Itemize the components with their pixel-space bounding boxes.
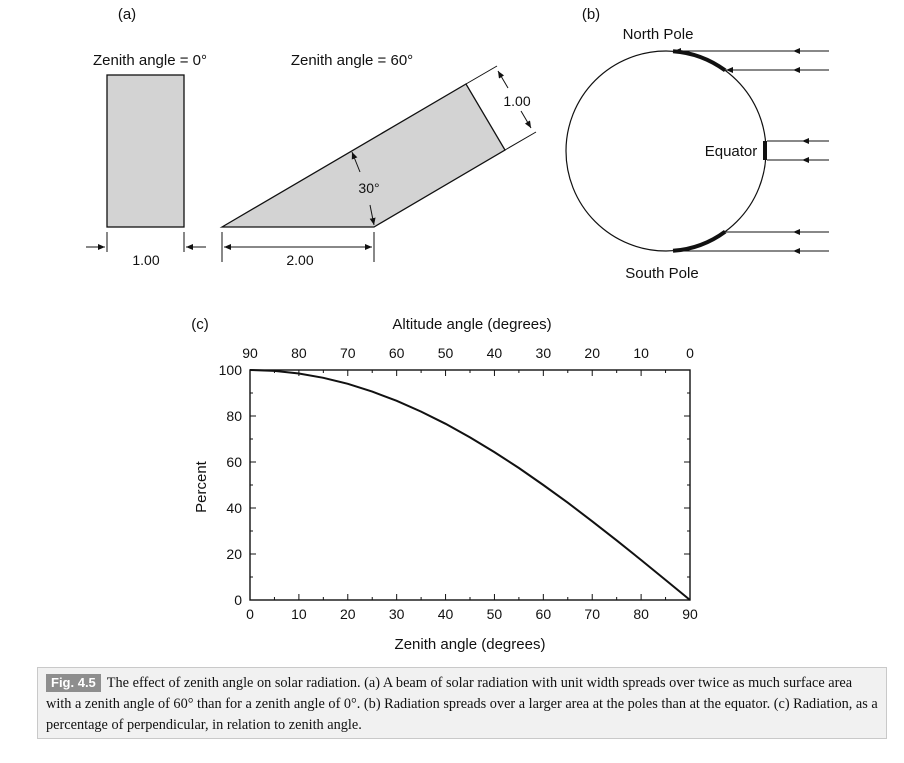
x-tick-label: 20: [340, 606, 356, 622]
panel-c-label: (c): [191, 316, 209, 333]
y-tick-label: 100: [219, 362, 243, 378]
equator-rays: [767, 138, 829, 163]
figure-caption: Fig. 4.5 The effect of zenith angle on so…: [37, 667, 887, 739]
north-pole-arc: [672, 49, 727, 73]
x-tick-label: 80: [633, 606, 649, 622]
caption-text: The effect of zenith angle on solar radi…: [46, 675, 878, 733]
top-tick-label: 20: [584, 345, 600, 361]
top-tick-label: 10: [633, 345, 649, 361]
angle-arrow-down: [369, 204, 376, 226]
y-tick-label: 60: [226, 454, 242, 470]
angle-label: 30°: [358, 180, 379, 196]
y-axis-label: Percent: [193, 460, 210, 513]
top-tick-label: 50: [438, 345, 454, 361]
x-tick-label: 40: [438, 606, 454, 622]
panel-a-left-title: Zenith angle = 0°: [93, 52, 207, 69]
panel-b: (b) North Pole Equator South Pole: [565, 6, 829, 282]
beam-ext-bottom: [504, 131, 537, 151]
beam-arrow-down: [520, 110, 532, 129]
equator-label: Equator: [705, 143, 758, 160]
right-width-label: 2.00: [286, 252, 313, 268]
north-rays: [674, 48, 829, 73]
vertical-beam-rect: [106, 74, 185, 228]
left-width-label: 1.00: [132, 252, 159, 268]
top-tick-label: 60: [389, 345, 405, 361]
figure-canvas: (a) Zenith angle = 0° 1.00 Zenith angle …: [86, 6, 829, 653]
panel-a: (a) Zenith angle = 0° 1.00 Zenith angle …: [86, 6, 537, 268]
north-pole-label: North Pole: [623, 26, 694, 43]
x-tick-label: 60: [536, 606, 552, 622]
slanted-beam-shape: [219, 83, 506, 228]
top-tick-label: 30: [536, 345, 552, 361]
radiation-curve: [249, 369, 691, 601]
top-tick-label: 90: [242, 345, 258, 361]
panel-b-label: (b): [582, 6, 600, 23]
panel-a-label: (a): [118, 6, 136, 23]
axes-layer: 0901080207030604050504060307020801090002…: [219, 345, 698, 622]
beam-arrow-up: [497, 70, 509, 89]
equator-band: [763, 141, 767, 160]
south-pole-label: South Pole: [625, 265, 698, 282]
x-tick-label: 90: [682, 606, 698, 622]
beam-ext-top: [465, 65, 498, 85]
y-tick-label: 0: [234, 592, 242, 608]
x-axis-label: Zenith angle (degrees): [395, 636, 546, 653]
panel-c: (c) Altitude angle (degrees) 0 90 10 80 20 70…: [191, 316, 698, 653]
x-tick-label: 50: [487, 606, 503, 622]
top-tick-label: 0: [686, 345, 694, 361]
x-tick-label: 70: [584, 606, 600, 622]
x-tick-label: 30: [389, 606, 405, 622]
x-tick-label: 10: [291, 606, 307, 622]
top-tick-label: 40: [487, 345, 503, 361]
top-tick-label: 80: [291, 345, 307, 361]
y-tick-label: 40: [226, 500, 242, 516]
top-tick-label: 70: [340, 345, 356, 361]
x-tick-label: 0: [246, 606, 254, 622]
south-pole-arc: [672, 229, 727, 253]
panel-a-right-title: Zenith angle = 60°: [291, 52, 413, 69]
plot-frame: [249, 369, 691, 601]
y-tick-label: 80: [226, 408, 242, 424]
top-axis-label: Altitude angle (degrees): [392, 316, 551, 333]
caption-tag: Fig. 4.5: [46, 674, 101, 692]
angle-arrow-up: [351, 151, 361, 173]
y-tick-label: 20: [226, 546, 242, 562]
south-rays: [674, 229, 829, 254]
beam-width-label: 1.00: [503, 93, 530, 109]
